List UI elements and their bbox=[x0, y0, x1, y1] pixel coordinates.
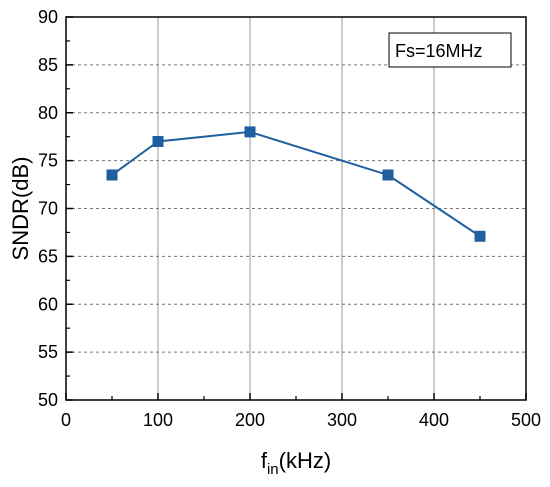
y-tick-label: 70 bbox=[38, 199, 58, 219]
series-line bbox=[111, 130, 481, 238]
data-point-marker bbox=[152, 135, 164, 147]
x-tick-label: 500 bbox=[511, 410, 541, 430]
y-tick-label: 55 bbox=[38, 342, 58, 362]
axis-ticks: 0 100 200 300 400 500 50 55 60 65 70 75 80 85 90 bbox=[38, 7, 541, 430]
data-point-marker bbox=[244, 126, 256, 138]
annotation-frame bbox=[388, 32, 512, 68]
y-axis-label: SNDR(dB) bbox=[8, 157, 33, 261]
x-axis-label-subscript: in bbox=[267, 461, 279, 478]
y-tick-label: 65 bbox=[38, 246, 58, 266]
x-axis-label-unit: (kHz) bbox=[279, 448, 332, 473]
x-axis-label-main: f bbox=[261, 448, 268, 473]
data-point-marker bbox=[382, 169, 394, 181]
y-tick-label: 75 bbox=[38, 151, 58, 171]
data-point-marker bbox=[474, 230, 486, 242]
x-tick-label: 300 bbox=[327, 410, 357, 430]
x-tick-label: 200 bbox=[235, 410, 265, 430]
x-tick-label: 100 bbox=[143, 410, 173, 430]
y-tick-label: 60 bbox=[38, 294, 58, 314]
annotation-box: Fs=16MHz bbox=[388, 32, 512, 68]
annotation-text: Fs=16MHz bbox=[395, 41, 483, 61]
x-axis-label: fin(kHz) bbox=[261, 448, 331, 478]
x-tick-label: 400 bbox=[419, 410, 449, 430]
y-tick-label: 80 bbox=[38, 103, 58, 123]
data-series bbox=[106, 126, 486, 242]
x-tick-label: 0 bbox=[61, 410, 71, 430]
y-tick-label: 90 bbox=[38, 7, 58, 27]
grid-lines bbox=[66, 17, 526, 400]
data-point-marker bbox=[106, 169, 118, 181]
y-tick-label: 85 bbox=[38, 55, 58, 75]
y-tick-label: 50 bbox=[38, 390, 58, 410]
